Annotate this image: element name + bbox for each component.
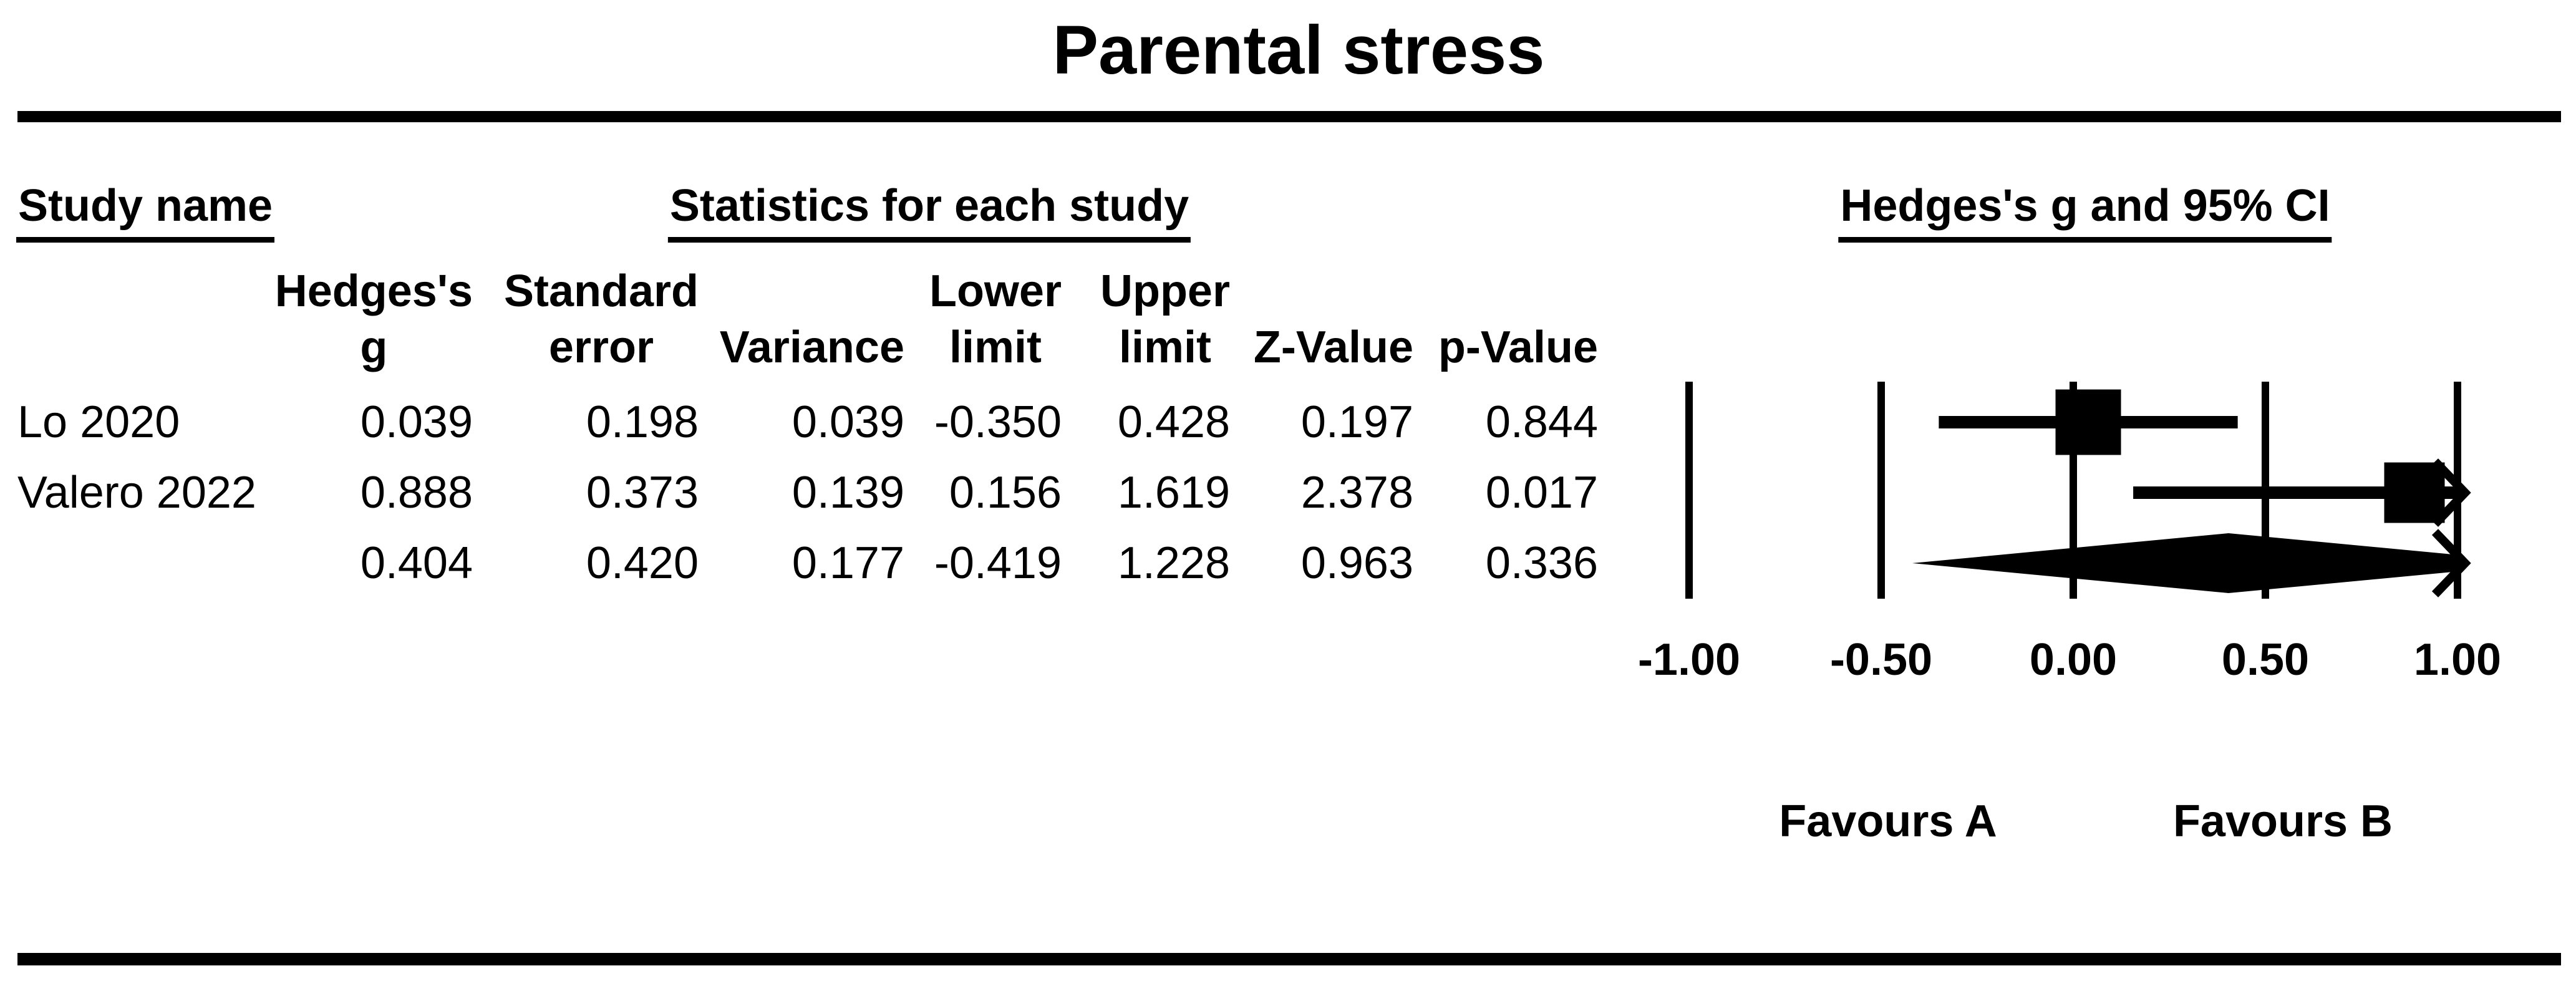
axis-tick-label: -0.50 xyxy=(1829,635,1933,685)
column-header-lower-limit: Lower limit xyxy=(929,266,1062,372)
statistics-section-header: Statistics for each study xyxy=(667,182,1191,243)
effect-square xyxy=(2384,462,2445,523)
axis-tick-label: 0.00 xyxy=(2029,635,2118,685)
study-name: Lo 2020 xyxy=(17,397,180,447)
variance-value: 0.039 xyxy=(792,397,904,447)
lower-limit-value: -0.419 xyxy=(934,538,1062,588)
bottom-divider xyxy=(17,953,2561,965)
column-header-z-value: Z-Value xyxy=(1253,322,1413,372)
upper-limit-value: 0.428 xyxy=(1117,397,1230,447)
column-header-standard-error: Standard error xyxy=(503,266,699,372)
forest-plot-canvas xyxy=(1685,382,2471,599)
favours-a-label: Favours A xyxy=(1779,796,1997,846)
summary-diamond xyxy=(1912,533,2457,593)
hedges-g-value: 0.039 xyxy=(360,397,473,447)
column-header-hedges-g: Hedges's g xyxy=(274,266,473,372)
column-header-variance: Variance xyxy=(719,322,904,372)
summary-arrow-right xyxy=(2431,529,2471,597)
effect-square xyxy=(2055,389,2121,455)
page-title: Parental stress xyxy=(1052,12,1545,89)
z-value: 0.963 xyxy=(1300,538,1413,588)
p-value: 0.844 xyxy=(1485,397,1598,447)
axis-tick-label: 1.00 xyxy=(2413,635,2502,685)
study-name: Valero 2022 xyxy=(17,468,256,518)
hedges-g-value: 0.888 xyxy=(360,468,473,518)
ci-arrow-right xyxy=(2431,458,2471,527)
variance-value: 0.139 xyxy=(792,468,904,518)
standard-error-value: 0.198 xyxy=(586,397,699,447)
hedges-g-value: 0.404 xyxy=(360,538,473,588)
p-value: 0.336 xyxy=(1485,538,1598,588)
column-header-upper-limit: Upper limit xyxy=(1100,266,1230,372)
variance-value: 0.177 xyxy=(792,538,904,588)
standard-error-value: 0.420 xyxy=(586,538,699,588)
study-name-section-header: Study name xyxy=(16,182,275,243)
z-value: 2.378 xyxy=(1300,468,1413,518)
upper-limit-value: 1.228 xyxy=(1117,538,1230,588)
effect-section-header: Hedges's g and 95% CI xyxy=(1838,182,2332,243)
p-value: 0.017 xyxy=(1485,468,1598,518)
favours-b-label: Favours B xyxy=(2172,796,2393,846)
axis-tick-label: -1.00 xyxy=(1637,635,1741,685)
column-header-p-value: p-Value xyxy=(1438,322,1598,372)
standard-error-value: 0.373 xyxy=(586,468,699,518)
lower-limit-value: 0.156 xyxy=(949,468,1062,518)
top-divider xyxy=(17,111,2561,122)
axis-tick-label: 0.50 xyxy=(2221,635,2310,685)
lower-limit-value: -0.350 xyxy=(934,397,1062,447)
upper-limit-value: 1.619 xyxy=(1117,468,1230,518)
z-value: 0.197 xyxy=(1300,397,1413,447)
